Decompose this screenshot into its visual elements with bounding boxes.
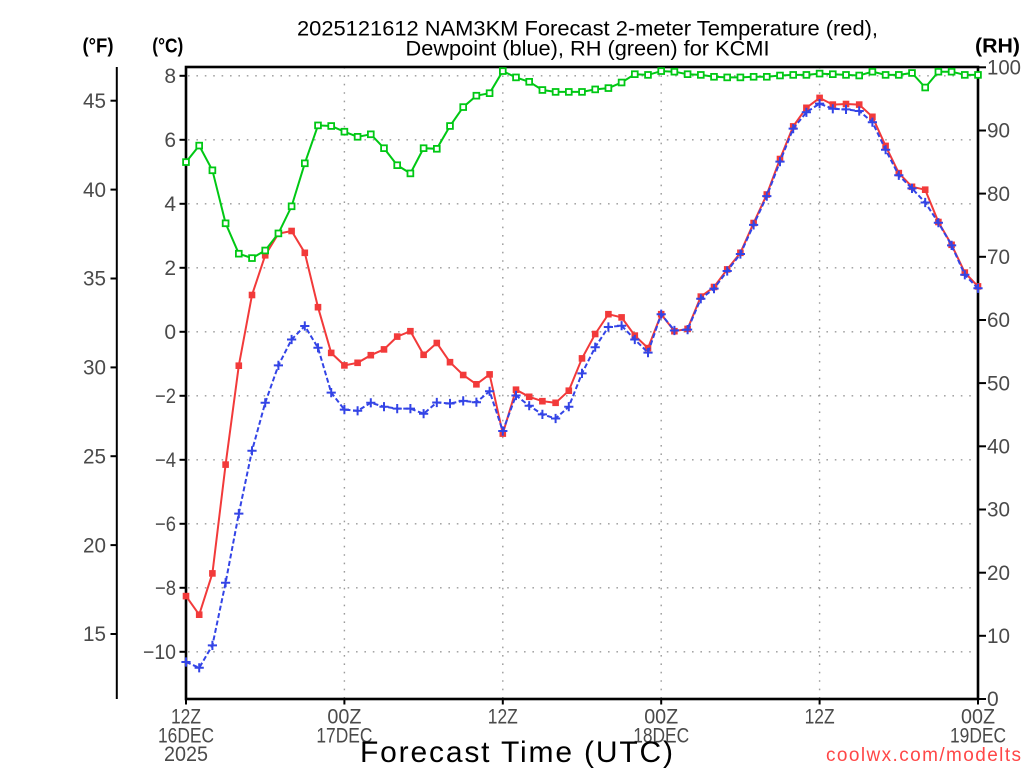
svg-text:19DEC: 19DEC [950, 725, 1006, 748]
svg-text:15: 15 [83, 623, 106, 646]
svg-text:17DEC: 17DEC [316, 725, 372, 748]
svg-text:40: 40 [83, 179, 106, 202]
svg-text:(°F): (°F) [83, 36, 114, 58]
svg-text:0: 0 [164, 321, 176, 344]
svg-text:8: 8 [164, 65, 176, 88]
svg-text:Forecast Time (UTC): Forecast Time (UTC) [360, 736, 673, 768]
svg-text:30: 30 [987, 499, 1010, 522]
svg-text:2025121612 NAM3KM Forecast 2-m: 2025121612 NAM3KM Forecast 2-meter Tempe… [297, 17, 878, 40]
svg-text:50: 50 [987, 372, 1010, 395]
svg-text:2025: 2025 [164, 743, 208, 766]
svg-text:00Z: 00Z [961, 706, 995, 729]
svg-text:30: 30 [83, 357, 106, 380]
svg-text:90: 90 [987, 120, 1010, 143]
svg-text:12Z: 12Z [171, 706, 201, 729]
svg-text:18DEC: 18DEC [633, 725, 689, 748]
svg-text:25: 25 [83, 445, 106, 468]
svg-text:−2: −2 [155, 385, 176, 408]
svg-text:00Z: 00Z [327, 706, 361, 729]
svg-text:−10: −10 [143, 641, 176, 664]
svg-text:−8: −8 [155, 577, 176, 600]
svg-text:16DEC: 16DEC [158, 725, 214, 748]
svg-text:45: 45 [83, 90, 106, 113]
svg-text:40: 40 [987, 436, 1010, 459]
svg-text:12Z: 12Z [488, 706, 518, 729]
svg-text:70: 70 [987, 246, 1010, 269]
svg-text:10: 10 [987, 625, 1010, 648]
svg-text:6: 6 [164, 129, 176, 152]
svg-text:−4: −4 [155, 449, 176, 472]
svg-text:(RH): (RH) [975, 36, 1020, 58]
svg-text:100: 100 [987, 57, 1021, 80]
svg-text:Dewpoint (blue), RH (green) fo: Dewpoint (blue), RH (green) for KCMI [406, 37, 770, 60]
svg-text:0: 0 [987, 688, 999, 711]
svg-text:(°C): (°C) [152, 36, 183, 58]
svg-text:80: 80 [987, 183, 1010, 206]
svg-text:12Z: 12Z [805, 706, 835, 729]
svg-text:00Z: 00Z [644, 706, 678, 729]
svg-text:coolwx.com/modelts: coolwx.com/modelts [826, 745, 1021, 766]
svg-text:2: 2 [164, 257, 176, 280]
svg-text:60: 60 [987, 309, 1010, 332]
svg-text:4: 4 [164, 193, 176, 216]
svg-text:20: 20 [987, 562, 1010, 585]
svg-text:−6: −6 [155, 513, 176, 536]
svg-text:35: 35 [83, 268, 106, 291]
svg-text:20: 20 [83, 534, 106, 557]
